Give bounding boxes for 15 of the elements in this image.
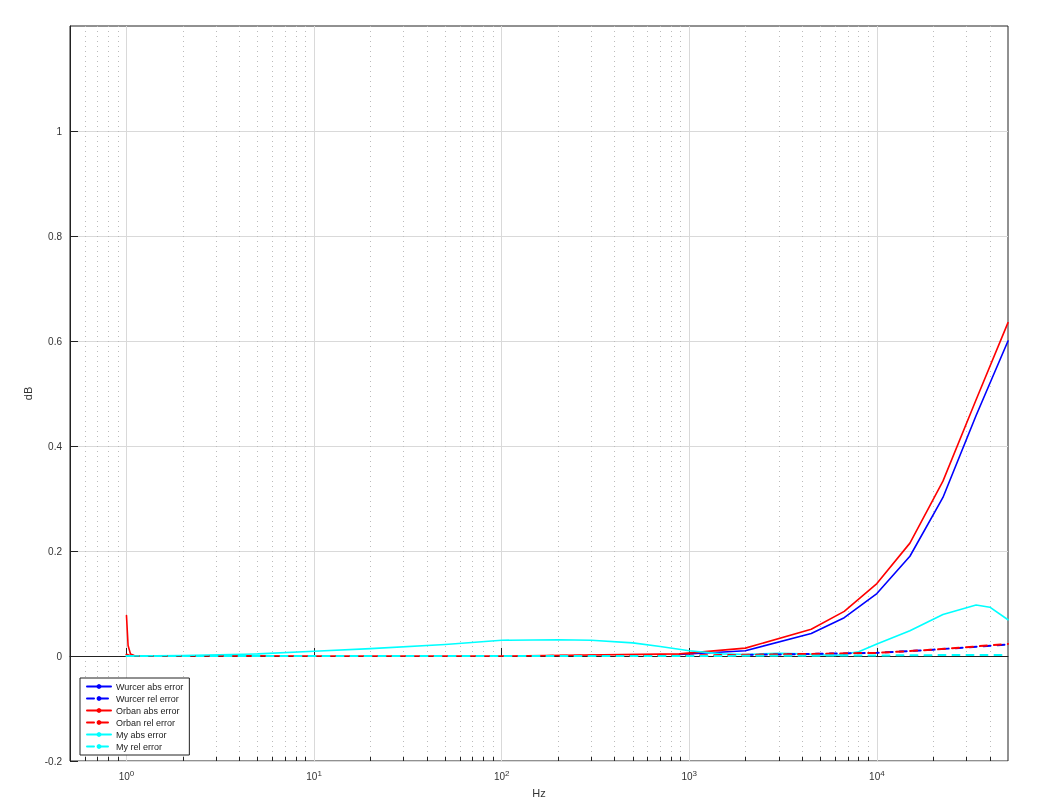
y-tick-label: 0 [56,650,63,662]
y-axis-title: dB [22,386,35,401]
y-tick-label: 0.8 [48,230,63,242]
y-tick-label: 1 [56,125,63,137]
legend-label: Wurcer rel error [116,693,179,704]
legend-label: My rel error [116,741,163,752]
x-axis-title: Hz [532,786,546,799]
y-tick-label: 0.4 [48,440,63,452]
y-tick-label: -0.2 [44,755,63,767]
y-tick-label: 0.6 [48,335,63,347]
y-tick-label: 0.2 [48,545,63,557]
legend-label: Wurcer abs error [116,681,184,692]
legend-label: Orban rel error [116,717,176,728]
legend-label: My abs error [116,729,167,740]
legend-label: Orban abs error [116,705,180,716]
